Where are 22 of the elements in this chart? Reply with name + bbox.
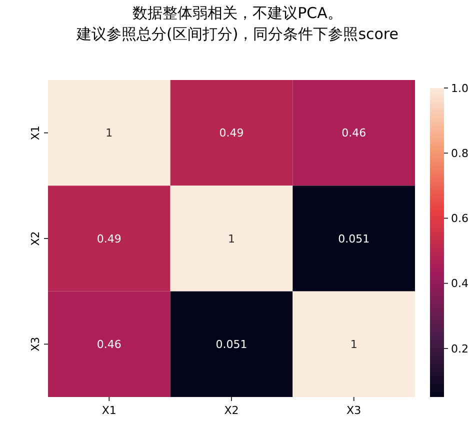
data-label: 0.49 [219, 126, 244, 140]
data-label: 1 [350, 338, 358, 352]
color-bar-label: 1.0 [451, 82, 468, 95]
color-bar-label: 0.4 [451, 277, 468, 290]
data-label: 1 [106, 126, 113, 140]
chart-subtitle: 建议参照总分(区间打分)，同分条件下参照score [75, 25, 399, 43]
y-tick-label: X2 [29, 231, 42, 246]
data-label: 0.46 [342, 126, 366, 140]
data-label: 0.46 [96, 338, 122, 352]
chart-title: 数据整体弱相关，不建议PCA。 [132, 4, 342, 22]
x-tick-label: X3 [346, 404, 362, 417]
y-tick-label: X1 [29, 126, 42, 140]
x-tick-label: X2 [224, 404, 239, 417]
x-tick-label: X1 [102, 404, 116, 417]
color-bar-label: 0.6 [451, 212, 468, 226]
data-label: 0.051 [216, 338, 248, 352]
data-label: 0.49 [96, 232, 122, 246]
color-bar-label: 0.8 [451, 146, 468, 160]
data-label: 1 [228, 232, 235, 246]
color-bar-label: 0.2 [451, 342, 468, 356]
data-label: 0.051 [338, 232, 370, 246]
y-tick-label: X3 [29, 336, 42, 352]
